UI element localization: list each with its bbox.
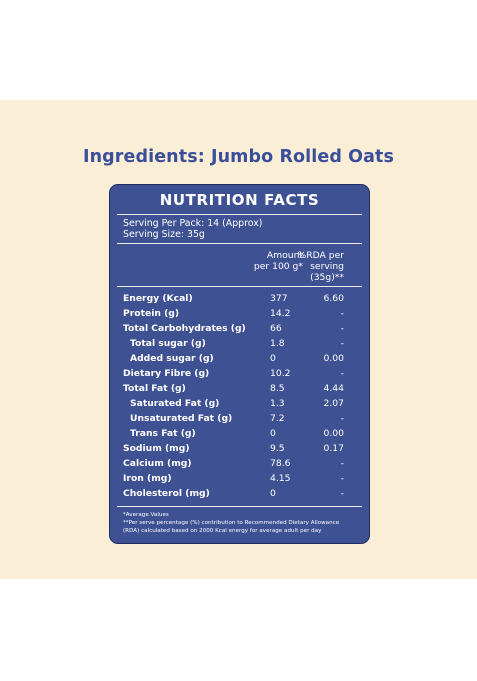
- table-row: Total Carbohydrates (g) 66 -: [110, 323, 369, 338]
- rda-header-line: serving: [310, 261, 344, 272]
- nutrient-rda: -: [340, 323, 344, 334]
- nutrient-amount: 377: [270, 293, 288, 304]
- divider: [117, 506, 362, 507]
- table-row: Protein (g) 14.2 -: [110, 308, 369, 323]
- table-row: Sodium (mg) 9.5 0.17: [110, 443, 369, 458]
- nutrient-name: Saturated Fat (g): [130, 398, 220, 409]
- nutrient-name: Calcium (mg): [123, 458, 192, 469]
- table-row: Cholesterol (mg) 0 -: [110, 488, 369, 503]
- nutrient-amount: 1.3: [270, 398, 285, 409]
- nutrient-name: Total Carbohydrates (g): [123, 323, 246, 334]
- table-row: Total sugar (g) 1.8 -: [110, 338, 369, 353]
- nutrient-rda: 2.07: [323, 398, 344, 409]
- nutrient-amount: 10.2: [270, 368, 291, 379]
- nutrient-amount: 14.2: [270, 308, 291, 319]
- nutrient-name: Iron (mg): [123, 473, 172, 484]
- divider: [117, 243, 362, 244]
- table-row: Energy (Kcal) 377 6.60: [110, 293, 369, 308]
- table-row: Unsaturated Fat (g) 7.2 -: [110, 413, 369, 428]
- divider: [117, 214, 362, 215]
- nutrient-rda: -: [340, 338, 344, 349]
- table-row: Calcium (mg) 78.6 -: [110, 458, 369, 473]
- amount-column-header: Amount per 100 g*: [228, 250, 303, 272]
- nutrient-rda: -: [340, 473, 344, 484]
- divider: [117, 286, 362, 287]
- rda-header-line: (35g)**: [310, 272, 344, 283]
- amount-header-line: per 100 g*: [253, 261, 303, 272]
- nutrient-name: Energy (Kcal): [123, 293, 193, 304]
- nutrient-amount: 8.5: [270, 383, 285, 394]
- table-row: Saturated Fat (g) 1.3 2.07: [110, 398, 369, 413]
- serving-per-pack: Serving Per Pack: 14 (Approx): [123, 218, 263, 229]
- table-row: Added sugar (g) 0 0.00: [110, 353, 369, 368]
- serving-size: Serving Size: 35g: [123, 229, 205, 240]
- nutrient-amount: 9.5: [270, 443, 285, 454]
- nutrient-rda: -: [340, 458, 344, 469]
- nutrient-rda: -: [340, 413, 344, 424]
- nutrient-amount: 1.8: [270, 338, 285, 349]
- footnote-average: *Average Values: [123, 512, 169, 518]
- page-title: Ingredients: Jumbo Rolled Oats: [82, 147, 395, 167]
- nutrient-name: Cholesterol (mg): [123, 488, 210, 499]
- nutrient-rda: -: [340, 368, 344, 379]
- nutrient-name: Protein (g): [123, 308, 180, 319]
- table-row: Dietary Fibre (g) 10.2 -: [110, 368, 369, 383]
- nutrient-amount: 78.6: [270, 458, 291, 469]
- nutrient-amount: 0: [270, 353, 276, 364]
- nutrient-name: Unsaturated Fat (g): [130, 413, 233, 424]
- nutrient-rda: 4.44: [323, 383, 344, 394]
- nutrient-name: Added sugar (g): [130, 353, 214, 364]
- nutrient-rda: -: [340, 308, 344, 319]
- panel-heading: NUTRITION FACTS: [159, 191, 320, 209]
- nutrient-amount: 0: [270, 428, 276, 439]
- nutrient-rda: -: [340, 488, 344, 499]
- table-row: Iron (mg) 4.15 -: [110, 473, 369, 488]
- nutrient-name: Sodium (mg): [123, 443, 190, 454]
- nutrient-amount: 4.15: [270, 473, 291, 484]
- nutrient-rda: 0.00: [323, 428, 344, 439]
- nutrition-facts-panel: NUTRITION FACTS Serving Per Pack: 14 (Ap…: [109, 184, 370, 544]
- rda-column-header: %RDA per serving (35g)**: [275, 250, 345, 283]
- table-row: Total Fat (g) 8.5 4.44: [110, 383, 369, 398]
- nutrient-name: Total Fat (g): [123, 383, 186, 394]
- amount-header-line: Amount: [266, 250, 303, 261]
- nutrient-name: Dietary Fibre (g): [123, 368, 210, 379]
- rda-header-line: %RDA per: [297, 250, 345, 261]
- table-row: Trans Fat (g) 0 0.00: [110, 428, 369, 443]
- footnote-rda-line1: **Per serve percentage (%) contribution …: [123, 520, 340, 526]
- nutrient-rda: 0.00: [323, 353, 344, 364]
- nutrient-rda: 0.17: [323, 443, 344, 454]
- footnote-rda-line2: (RDA) calculated based on 2000 Kcal ener…: [123, 528, 322, 534]
- nutrient-rda: 6.60: [323, 293, 344, 304]
- nutrient-amount: 0: [270, 488, 276, 499]
- nutrient-amount: 7.2: [270, 413, 285, 424]
- nutrient-name: Total sugar (g): [130, 338, 206, 349]
- nutrient-name: Trans Fat (g): [130, 428, 196, 439]
- nutrient-amount: 66: [270, 323, 282, 334]
